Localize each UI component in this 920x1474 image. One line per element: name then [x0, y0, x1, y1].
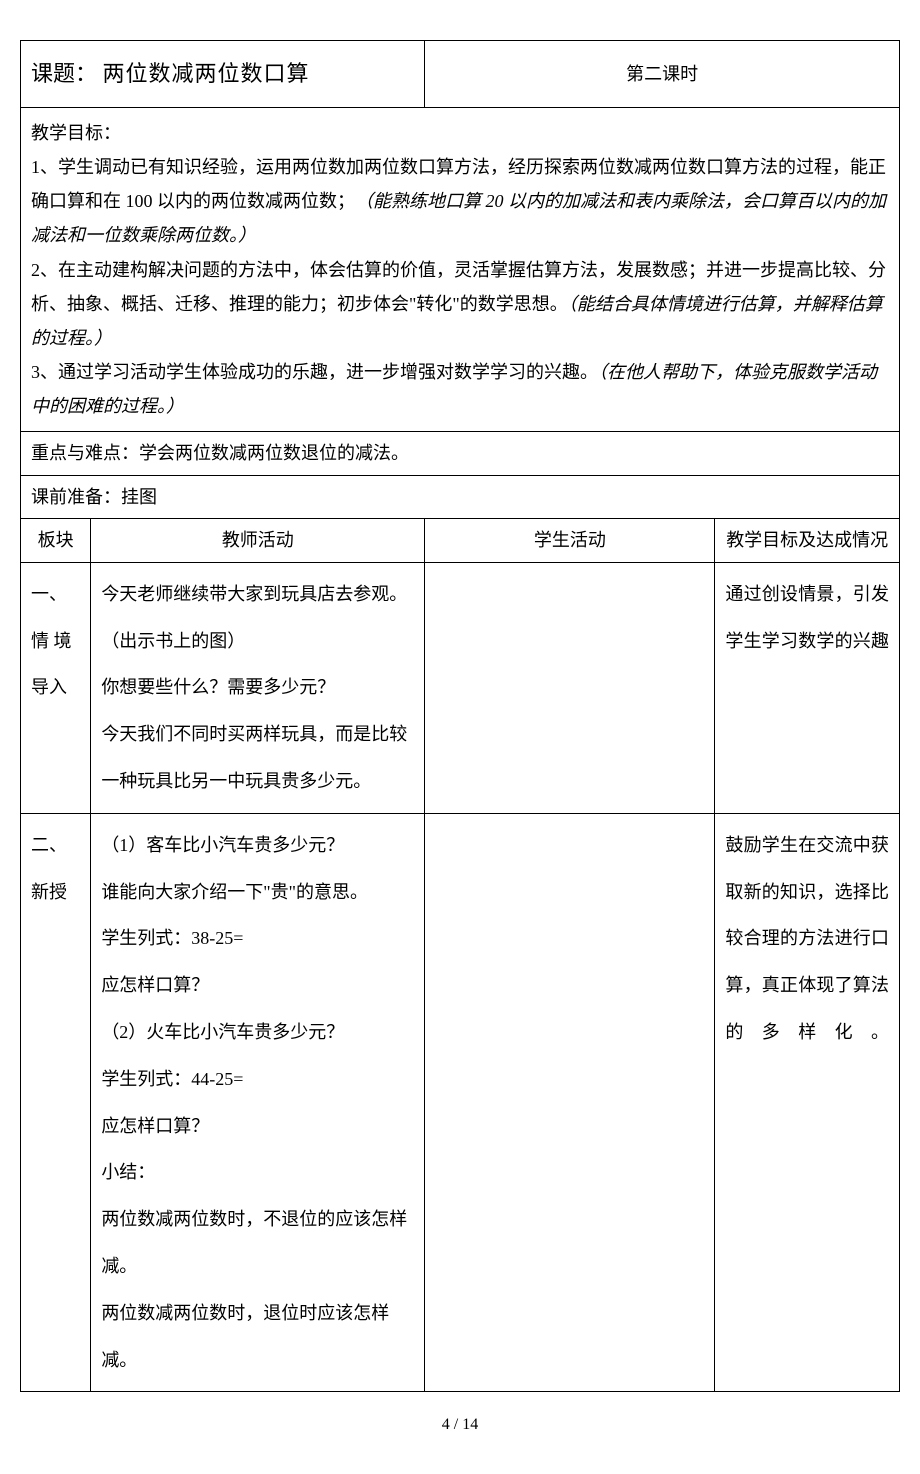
objective-3: 3、通过学习活动学生体验成功的乐趣，进一步增强对数学学习的兴趣。: [31, 362, 598, 382]
objectives-heading: 教学目标：: [31, 116, 889, 150]
row1-goal: 通过创设情景，引发学生学习数学的兴趣: [715, 562, 900, 813]
title-topic: 两位数减两位数口算: [103, 61, 310, 86]
key-points-text: 重点与难点：学会两位数减两位数退位的减法。: [31, 443, 409, 463]
row2-bankuai-text: 二、 新授: [31, 835, 67, 902]
table-header-row: 板块 教师活动 学生活动 教学目标及达成情况: [21, 518, 900, 562]
prep-cell: 课前准备：挂图: [21, 475, 900, 518]
header-goal: 教学目标及达成情况: [715, 518, 900, 562]
objectives-cell: 教学目标： 1、学生调动已有知识经验，运用两位数加两位数口算方法，经历探索两位数…: [21, 107, 900, 432]
row1-bankuai: 一、 情 境 导入: [21, 562, 91, 813]
title-row: 课题： 两位数减两位数口算 第二课时: [21, 41, 900, 108]
row2-teacher: （1）客车比小汽车贵多少元？ 谁能向大家介绍一下"贵"的意思。 学生列式：38-…: [91, 813, 425, 1392]
row2-bankuai: 二、 新授: [21, 813, 91, 1392]
row2-student: [425, 813, 715, 1392]
lesson-title-cell: 课题： 两位数减两位数口算: [21, 41, 425, 108]
lesson-plan-table: 课题： 两位数减两位数口算 第二课时 教学目标： 1、学生调动已有知识经验，运用…: [20, 40, 900, 1392]
row2-goal-text: 鼓励学生在交流中获取新的知识，选择比较合理的方法进行口算，真正体现了算法的多样化…: [725, 835, 889, 1042]
title-label: 课题：: [31, 61, 97, 86]
lesson-number: 第二课时: [626, 64, 698, 84]
row2-goal: 鼓励学生在交流中获取新的知识，选择比较合理的方法进行口算，真正体现了算法的多样化…: [715, 813, 900, 1392]
prep-row: 课前准备：挂图: [21, 475, 900, 518]
row1-teacher-text: 今天老师继续带大家到玩具店去参观。（出示书上的图） 你想要些什么？需要多少元？ …: [101, 584, 407, 791]
document-page: 课题： 两位数减两位数口算 第二课时 教学目标： 1、学生调动已有知识经验，运用…: [20, 40, 900, 1434]
row1-goal-text: 通过创设情景，引发学生学习数学的兴趣: [725, 584, 889, 651]
page-number: 4 / 14: [20, 1416, 900, 1434]
key-points-row: 重点与难点：学会两位数减两位数退位的减法。: [21, 432, 900, 475]
row2-teacher-text: （1）客车比小汽车贵多少元？ 谁能向大家介绍一下"贵"的意思。 学生列式：38-…: [101, 835, 407, 1370]
row1-student: [425, 562, 715, 813]
row1-bankuai-text: 一、 情 境 导入: [31, 584, 72, 698]
prep-text: 课前准备：挂图: [31, 487, 157, 507]
objectives-row: 教学目标： 1、学生调动已有知识经验，运用两位数加两位数口算方法，经历探索两位数…: [21, 107, 900, 432]
header-student: 学生活动: [425, 518, 715, 562]
key-points-cell: 重点与难点：学会两位数减两位数退位的减法。: [21, 432, 900, 475]
table-row: 一、 情 境 导入 今天老师继续带大家到玩具店去参观。（出示书上的图） 你想要些…: [21, 562, 900, 813]
header-bankuai: 板块: [21, 518, 91, 562]
row1-teacher: 今天老师继续带大家到玩具店去参观。（出示书上的图） 你想要些什么？需要多少元？ …: [91, 562, 425, 813]
lesson-number-cell: 第二课时: [425, 41, 900, 108]
table-row: 二、 新授 （1）客车比小汽车贵多少元？ 谁能向大家介绍一下"贵"的意思。 学生…: [21, 813, 900, 1392]
header-teacher: 教师活动: [91, 518, 425, 562]
